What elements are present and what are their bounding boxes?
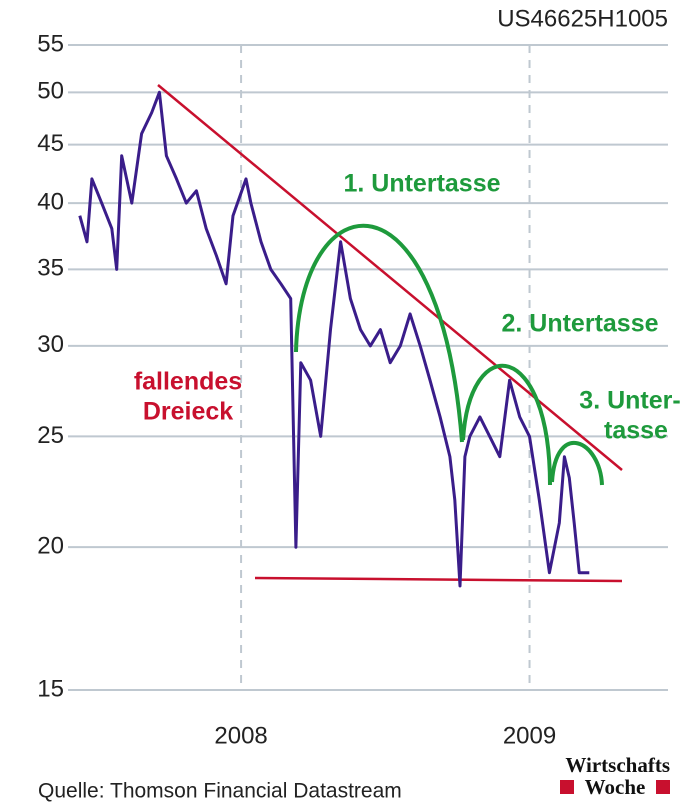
x-tick-label: 2009 (503, 722, 556, 749)
saucer-arc (294, 223, 464, 443)
y-tick-label: 45 (37, 130, 64, 157)
annotation: 3. Unter- (579, 387, 680, 415)
identifier: US46625H1005 (497, 5, 668, 32)
saucer-arc (461, 363, 552, 486)
annotation: 2. Untertasse (501, 310, 658, 338)
y-tick-label: 20 (37, 533, 64, 560)
y-tick-label: 15 (37, 675, 64, 702)
trend-line-upper (157, 84, 623, 471)
x-tick-label: 2008 (214, 722, 267, 749)
logo-mark (560, 780, 574, 794)
y-tick-label: 25 (37, 422, 64, 449)
y-tick-label: 30 (37, 331, 64, 358)
saucer-arc (550, 440, 604, 486)
logo: Wirtschafts (565, 753, 670, 777)
price-line (78, 90, 590, 588)
trend-line-lower (254, 576, 623, 583)
grid: 15 20 25 30 35 40 45 50 55 2008 2009 (37, 30, 668, 749)
y-tick-label: 50 (37, 78, 64, 105)
logo-mark (656, 780, 670, 794)
annotation: Dreieck (143, 398, 233, 426)
logo: Woche (585, 775, 646, 799)
annotation: 1. Untertasse (343, 170, 500, 198)
annotation: tasse (604, 417, 668, 445)
source: Quelle: Thomson Financial Datastream (38, 780, 402, 803)
annotation: fallendes (134, 368, 242, 396)
plot (78, 90, 590, 588)
y-tick-label: 55 (37, 30, 64, 57)
y-tick-label: 35 (37, 255, 64, 282)
y-tick-label: 40 (37, 188, 64, 215)
